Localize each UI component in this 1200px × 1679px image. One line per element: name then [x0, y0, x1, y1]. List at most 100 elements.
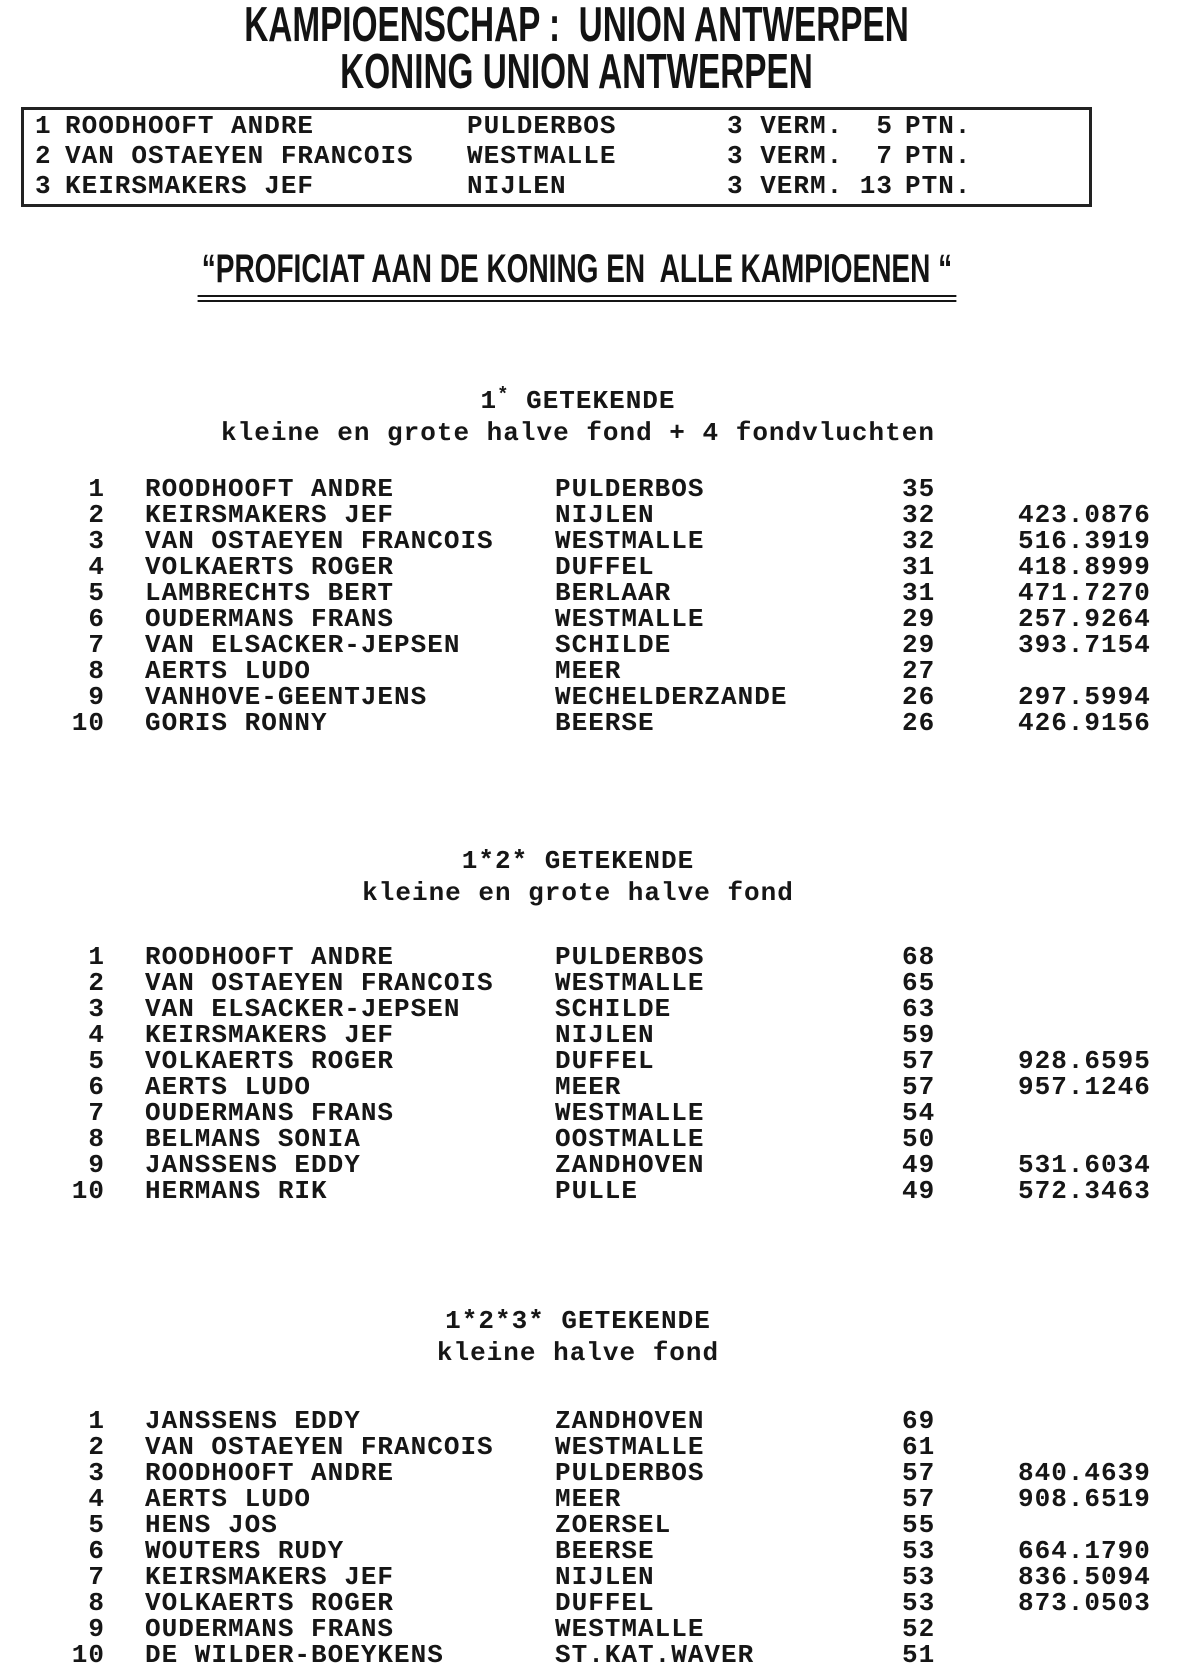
fancier-name: KEIRSMAKERS JEF	[145, 1020, 395, 1050]
rank: 9	[88, 682, 105, 712]
locality: DUFFEL	[555, 552, 655, 582]
page-title-line2: KONING UNION ANTWERPEN	[340, 45, 813, 99]
table-row: 10 DE WILDER-BOEYKENS ST.KAT.WAVER 51	[0, 1642, 1200, 1668]
coefficient	[1018, 1100, 1158, 1126]
fancier-name: VAN OSTAEYEN FRANCOIS	[145, 1432, 494, 1462]
rank: 4	[88, 1484, 105, 1514]
congratulations-heading: “PROFICIAT AAN DE KONING EN ALLE KAMPIOE…	[197, 249, 956, 302]
table-row: 7 OUDERMANS FRANS WESTMALLE 54	[0, 1100, 1200, 1126]
table-row: 2 VAN OSTAEYEN FRANCOIS WESTMALLE 61	[0, 1434, 1200, 1460]
table-row: 2 KEIRSMAKERS JEF NIJLEN 32 423.0876	[0, 502, 1200, 528]
prize-count: 27	[902, 656, 936, 686]
table-row: 9 OUDERMANS FRANS WESTMALLE 52	[0, 1616, 1200, 1642]
table-row: 1 ROODHOOFT ANDRE PULDERBOS 68	[0, 944, 1200, 970]
locality: MEER	[555, 1484, 622, 1514]
coefficient: 840.4639	[1018, 1458, 1151, 1488]
coefficient: 418.8999	[1018, 552, 1151, 582]
coefficient: 393.7154	[1018, 630, 1151, 660]
rank: 5	[88, 1046, 105, 1076]
prize-count: 50	[902, 1124, 936, 1154]
category-heading-1: 1* GETEKENDE	[0, 384, 1156, 416]
page-title-line1: KAMPIOENSCHAP : UNION ANTWERPEN	[244, 0, 909, 52]
rank: 10	[71, 1640, 105, 1670]
prize-count: 69	[902, 1406, 936, 1436]
locality: SCHILDE	[555, 994, 672, 1024]
coefficient: 836.5094	[1018, 1562, 1151, 1592]
rank: 5	[88, 578, 105, 608]
fancier-name: VANHOVE-GEENTJENS	[145, 682, 428, 712]
coefficient: 873.0503	[1018, 1588, 1151, 1618]
fancier-name: ROODHOOFT ANDRE	[145, 474, 395, 504]
table-row: 10 GORIS RONNY BEERSE 26 426.9156	[0, 710, 1200, 736]
fancier-name: GORIS RONNY	[145, 708, 328, 738]
rank: 2	[88, 500, 105, 530]
coefficient	[1018, 1408, 1158, 1434]
coefficient	[1018, 1616, 1158, 1642]
rank: 3	[88, 1458, 105, 1488]
mentions: 3 VERM.	[727, 141, 844, 171]
locality: WESTMALLE	[555, 1614, 705, 1644]
rank: 8	[88, 1124, 105, 1154]
locality: OOSTMALLE	[555, 1124, 705, 1154]
rank: 10	[71, 708, 105, 738]
category-subtitle-3: kleine halve fond	[436, 1338, 720, 1368]
locality: ZANDHOVEN	[555, 1150, 705, 1180]
locality: ST.KAT.WAVER	[555, 1640, 755, 1670]
coefficient: 572.3463	[1018, 1176, 1151, 1206]
table-row: 6 AERTS LUDO MEER 57 957.1246	[0, 1074, 1200, 1100]
fancier-name: AERTS LUDO	[145, 1072, 312, 1102]
rank: 6	[88, 1072, 105, 1102]
prize-count: 53	[902, 1562, 936, 1592]
locality: NIJLEN	[555, 500, 655, 530]
coefficient: 257.9264	[1018, 604, 1151, 634]
table-row: 4 AERTS LUDO MEER 57 908.6519	[0, 1486, 1200, 1512]
category-heading-2: 1*2* GETEKENDE	[0, 848, 1156, 874]
table-row: 5 HENS JOS ZOERSEL 55	[0, 1512, 1200, 1538]
coefficient: 426.9156	[1018, 708, 1151, 738]
fancier-name: VOLKAERTS ROGER	[145, 552, 395, 582]
table-row: 8 AERTS LUDO MEER 27	[0, 658, 1200, 684]
locality: ZANDHOVEN	[555, 1406, 705, 1436]
locality: PULLE	[555, 1176, 639, 1206]
rank: 4	[88, 552, 105, 582]
coefficient	[1018, 658, 1158, 684]
coefficient: 423.0876	[1018, 500, 1151, 530]
results-table-3: 1 JANSSENS EDDY ZANDHOVEN 69 2 VAN OSTAE…	[0, 1408, 1200, 1668]
fancier-name: OUDERMANS FRANS	[145, 1614, 395, 1644]
prize-count: 29	[902, 604, 936, 634]
prize-count: 32	[902, 526, 936, 556]
prize-count: 57	[902, 1046, 936, 1076]
table-row: 3 VAN ELSACKER-JEPSEN SCHILDE 63	[0, 996, 1200, 1022]
fancier-name: KEIRSMAKERS JEF	[65, 171, 315, 201]
fancier-name: AERTS LUDO	[145, 1484, 312, 1514]
rank: 3	[88, 994, 105, 1024]
prize-count: 52	[902, 1614, 936, 1644]
fancier-name: KEIRSMAKERS JEF	[145, 1562, 395, 1592]
coefficient: 297.5994	[1018, 682, 1151, 712]
rank: 1	[88, 942, 105, 972]
rank: 10	[71, 1176, 105, 1206]
fancier-name: BELMANS SONIA	[145, 1124, 361, 1154]
points-label: PTN.	[905, 141, 972, 171]
coefficient: 957.1246	[1018, 1072, 1151, 1102]
locality: DUFFEL	[555, 1046, 655, 1076]
prize-count: 32	[902, 500, 936, 530]
king-standings-box: 1 ROODHOOFT ANDRE PULDERBOS 3 VERM. 5 PT…	[21, 107, 1092, 207]
prize-count: 31	[902, 552, 936, 582]
locality: PULDERBOS	[467, 111, 617, 141]
table-row: 7 VAN ELSACKER-JEPSEN SCHILDE 29 393.715…	[0, 632, 1200, 658]
table-row: 9 JANSSENS EDDY ZANDHOVEN 49 531.6034	[0, 1152, 1200, 1178]
category-heading-superscript: *	[497, 384, 510, 406]
coefficient: 516.3919	[1018, 526, 1151, 556]
coefficient	[1018, 476, 1158, 502]
coefficient	[1018, 996, 1158, 1022]
prize-count: 53	[902, 1536, 936, 1566]
prize-count: 29	[902, 630, 936, 660]
rank: 7	[88, 1098, 105, 1128]
locality: ZOERSEL	[555, 1510, 672, 1540]
prize-count: 26	[902, 708, 936, 738]
coefficient	[1018, 1434, 1158, 1460]
locality: NIJLEN	[467, 171, 567, 201]
rank: 1	[88, 474, 105, 504]
